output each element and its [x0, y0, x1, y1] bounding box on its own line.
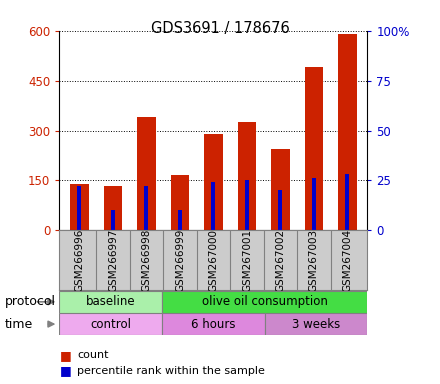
Text: 3 weeks: 3 weeks	[292, 318, 340, 331]
Text: percentile rank within the sample: percentile rank within the sample	[77, 366, 265, 376]
Bar	[111, 210, 115, 230]
Text: GSM267002: GSM267002	[275, 228, 286, 292]
Bar	[271, 149, 290, 230]
Bar	[345, 174, 349, 230]
Text: olive oil consumption: olive oil consumption	[202, 295, 328, 308]
Bar	[70, 184, 89, 230]
Bar	[312, 179, 316, 230]
Bar	[211, 182, 216, 230]
Bar	[104, 187, 122, 230]
Text: GSM267001: GSM267001	[242, 228, 252, 292]
Bar	[144, 187, 148, 230]
Text: GSM266997: GSM266997	[108, 228, 118, 292]
Bar	[245, 180, 249, 230]
Bar	[304, 67, 323, 230]
Text: 6 hours: 6 hours	[191, 318, 236, 331]
Text: GSM266996: GSM266996	[74, 228, 84, 292]
Text: count: count	[77, 350, 109, 360]
Bar	[162, 291, 367, 313]
Bar	[59, 313, 162, 335]
Bar	[171, 175, 189, 230]
Bar	[178, 210, 182, 230]
Bar	[204, 134, 223, 230]
Bar	[162, 313, 265, 335]
Text: GSM266999: GSM266999	[175, 228, 185, 292]
Bar	[77, 187, 81, 230]
Text: GSM266998: GSM266998	[141, 228, 151, 292]
Bar	[279, 190, 282, 230]
Text: GSM267000: GSM267000	[209, 228, 218, 292]
Text: protocol: protocol	[4, 295, 55, 308]
Text: GSM267004: GSM267004	[342, 228, 352, 292]
Text: baseline: baseline	[86, 295, 136, 308]
Bar	[59, 291, 162, 313]
Bar	[338, 34, 356, 230]
Text: control: control	[90, 318, 131, 331]
Text: GDS3691 / 178676: GDS3691 / 178676	[150, 21, 290, 36]
Bar	[265, 313, 367, 335]
Text: GSM267003: GSM267003	[309, 228, 319, 292]
Bar	[137, 117, 156, 230]
Text: ■: ■	[59, 364, 71, 377]
Bar	[238, 122, 256, 230]
Text: time: time	[4, 318, 33, 331]
Text: ■: ■	[59, 349, 71, 362]
